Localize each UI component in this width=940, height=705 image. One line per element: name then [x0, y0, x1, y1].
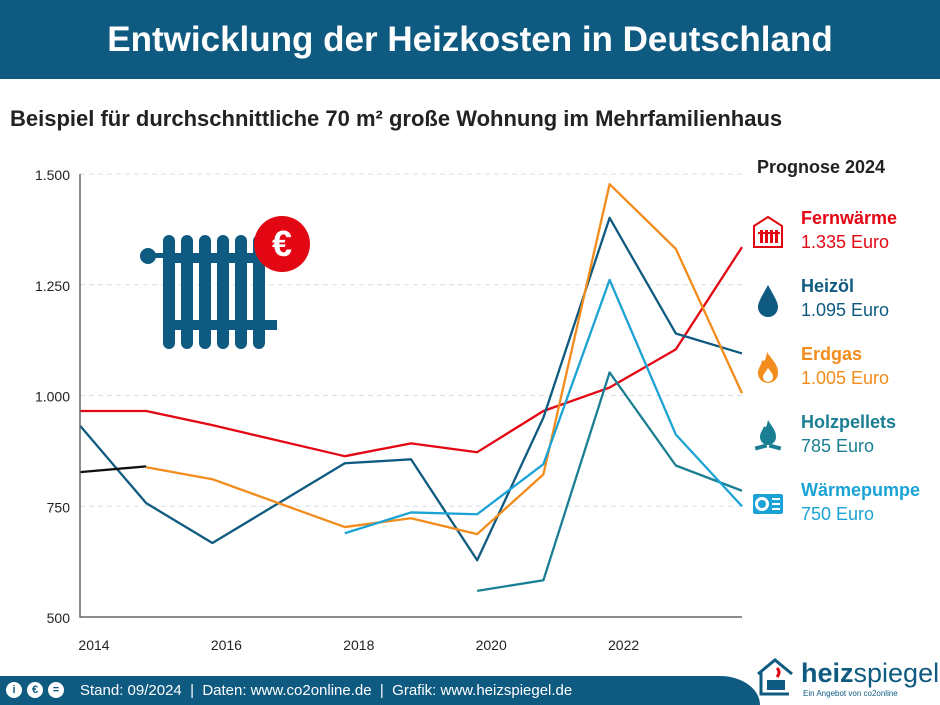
logo-subtext: Ein Angebot von co2online	[803, 689, 898, 698]
legend-name: Heizöl	[801, 276, 855, 296]
radiator-fin	[181, 235, 193, 349]
legend-value: 1.005 Euro	[801, 368, 890, 388]
y-tick-label: 1.250	[35, 278, 70, 294]
wood-fire-icon	[752, 418, 784, 454]
heat-pump-icon	[752, 486, 784, 522]
series-line-holzpellets	[477, 371, 743, 592]
legend-value: 1.095 Euro	[801, 300, 890, 320]
axis-line	[79, 174, 742, 618]
legend-value: 1.335 Euro	[801, 232, 890, 252]
y-tick-label: 1.500	[35, 167, 70, 183]
legend-item-wärmepumpe: Wärmepumpe 750 Euro	[801, 478, 920, 526]
radiator-euro-icon: €	[140, 216, 310, 349]
legend-item-fernwärme: Fernwärme 1.335 Euro	[801, 206, 897, 254]
footer: i € = Stand: 09/2024 | Daten: www.co2onl…	[0, 676, 760, 705]
legend-title: Prognose 2024	[757, 157, 886, 177]
series-line-heizöl	[79, 216, 743, 562]
x-tick-label: 2020	[476, 637, 507, 653]
heizspiegel-logo: heizspiegel Ein Angebot von co2online	[755, 656, 939, 701]
legend-name: Wärmepumpe	[801, 480, 921, 500]
cc-nc-icon: €	[27, 682, 43, 698]
subtitle: Beispiel für durchschnittliche 70 m² gro…	[10, 106, 783, 131]
radiator-fin	[199, 235, 211, 349]
flame-icon	[752, 350, 784, 386]
district-heating-icon	[752, 214, 784, 250]
series-line-other	[79, 465, 147, 474]
legend-value: 785 Euro	[801, 436, 875, 456]
footer-text: Stand: 09/2024 | Daten: www.co2online.de…	[80, 682, 573, 699]
legend-name: Fernwärme	[801, 208, 898, 228]
y-tick-label: 1.000	[35, 389, 70, 405]
logo-text: heizspiegel	[801, 658, 940, 688]
legend-value: 750 Euro	[801, 504, 875, 524]
radiator-fin	[163, 235, 175, 349]
legend-item-heizöl: Heizöl 1.095 Euro	[801, 274, 889, 322]
legend-item-erdgas: Erdgas 1.005 Euro	[801, 342, 889, 390]
series-line-wärmepumpe	[344, 278, 743, 535]
radiator-fin	[217, 235, 229, 349]
svg-text:€: €	[272, 223, 292, 264]
x-tick-label: 2016	[211, 637, 242, 653]
radiator-fin	[235, 235, 247, 349]
x-tick-label: 2018	[343, 637, 374, 653]
y-tick-label: 750	[47, 499, 71, 515]
house-radiator-icon	[757, 658, 793, 696]
legend-name: Holzpellets	[801, 412, 897, 432]
legend-item-holzpellets: Holzpellets 785 Euro	[801, 410, 896, 458]
x-tick-label: 2014	[78, 637, 109, 653]
cc-nd-icon: =	[48, 682, 64, 698]
legend-name: Erdgas	[801, 344, 863, 364]
x-tick-label: 2022	[608, 637, 639, 653]
series-line-fernwärme	[80, 246, 743, 458]
y-tick-label: 500	[47, 610, 71, 626]
cc-by-icon: i	[6, 682, 22, 698]
oil-drop-icon	[752, 282, 784, 318]
page-title: Entwicklung der Heizkosten in Deutschlan…	[0, 0, 940, 79]
series-line-erdgas	[145, 183, 744, 536]
